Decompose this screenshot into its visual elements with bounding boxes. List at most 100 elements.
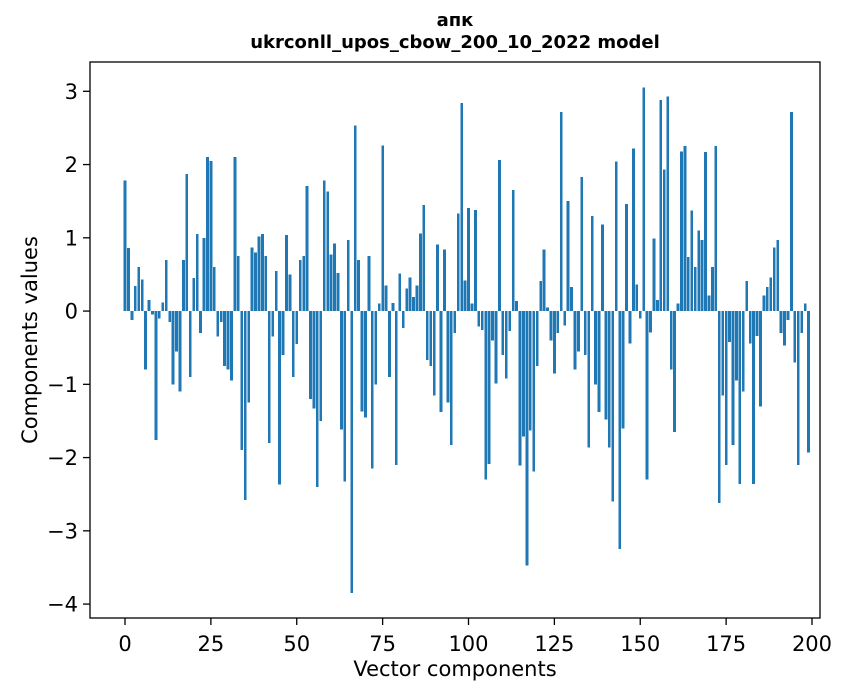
bar <box>518 311 522 466</box>
bar <box>439 311 443 413</box>
y-tick-label: 3 <box>65 80 78 104</box>
bar <box>662 169 666 312</box>
bar <box>515 300 518 312</box>
bar <box>168 311 172 323</box>
bar <box>384 285 388 312</box>
bar <box>570 286 573 312</box>
bar <box>381 145 384 312</box>
bar <box>425 311 429 361</box>
y-tick-label: 0 <box>65 300 78 324</box>
bar <box>460 103 464 312</box>
bar <box>226 311 230 370</box>
bar <box>295 311 299 345</box>
x-tick-label: 0 <box>118 632 131 656</box>
bar <box>673 311 676 432</box>
bar <box>261 234 264 312</box>
bar <box>144 311 147 370</box>
bar <box>714 146 718 312</box>
bar <box>305 185 309 312</box>
bar <box>642 87 646 312</box>
bar <box>312 311 316 409</box>
bar <box>583 311 587 356</box>
chart-title-model: ukrconll_upos_cbow_200_10_2022 model <box>250 32 660 53</box>
bar <box>649 311 652 333</box>
bar <box>511 190 515 312</box>
bar <box>559 111 563 312</box>
bar <box>415 285 419 312</box>
bar <box>291 311 295 377</box>
bar <box>230 311 233 381</box>
bar <box>195 234 199 312</box>
bar <box>202 237 206 312</box>
bar <box>618 311 622 550</box>
bar <box>587 311 591 448</box>
bar <box>604 311 608 420</box>
y-tick-label: −1 <box>47 373 78 397</box>
bar <box>752 311 755 484</box>
bar <box>340 311 343 430</box>
bar <box>346 240 350 312</box>
x-tick-label: 150 <box>620 632 660 656</box>
bar <box>429 311 433 366</box>
bar <box>700 240 704 312</box>
x-axis-label: Vector components <box>353 657 557 681</box>
bar <box>133 286 137 312</box>
bar <box>539 281 543 312</box>
bar <box>436 244 439 312</box>
bar <box>659 100 663 312</box>
bar <box>645 311 649 480</box>
bar <box>487 311 491 465</box>
bar <box>484 311 488 480</box>
bar <box>353 125 357 312</box>
bar <box>374 311 378 385</box>
bar <box>343 311 347 482</box>
bar <box>137 267 141 312</box>
bar <box>178 311 182 392</box>
bar <box>315 311 319 487</box>
bar <box>607 311 611 448</box>
bar <box>456 213 460 312</box>
bar <box>405 288 409 312</box>
bar <box>322 180 326 312</box>
bar <box>236 256 240 312</box>
bar <box>796 311 800 465</box>
bar <box>690 210 694 312</box>
bar <box>693 267 697 312</box>
bar <box>632 148 635 312</box>
bar <box>686 256 690 312</box>
bar <box>614 161 618 312</box>
bar <box>151 311 154 315</box>
bar <box>704 152 707 312</box>
bar <box>625 204 628 312</box>
bar <box>656 300 659 312</box>
bar <box>590 215 594 312</box>
bar <box>522 311 525 437</box>
bar <box>309 311 312 399</box>
bar <box>212 267 216 312</box>
bar <box>247 311 251 403</box>
bar <box>800 311 804 334</box>
bar <box>721 311 725 396</box>
bar <box>731 311 735 446</box>
bar <box>803 303 807 312</box>
bar <box>419 233 422 312</box>
bar <box>154 311 158 440</box>
bar <box>711 267 714 312</box>
x-tick-label: 75 <box>369 632 396 656</box>
bar <box>525 311 529 566</box>
bar <box>243 311 247 501</box>
bar <box>250 247 254 312</box>
bar <box>697 230 701 312</box>
bar <box>360 311 364 412</box>
bar <box>669 311 673 370</box>
chart-title-word: апк <box>436 10 474 31</box>
bar <box>779 311 783 334</box>
bar <box>370 311 374 469</box>
bar <box>611 311 615 502</box>
bar <box>793 311 797 363</box>
bar <box>278 311 281 485</box>
bar <box>580 177 584 312</box>
bar <box>219 311 223 323</box>
bar <box>264 256 268 312</box>
